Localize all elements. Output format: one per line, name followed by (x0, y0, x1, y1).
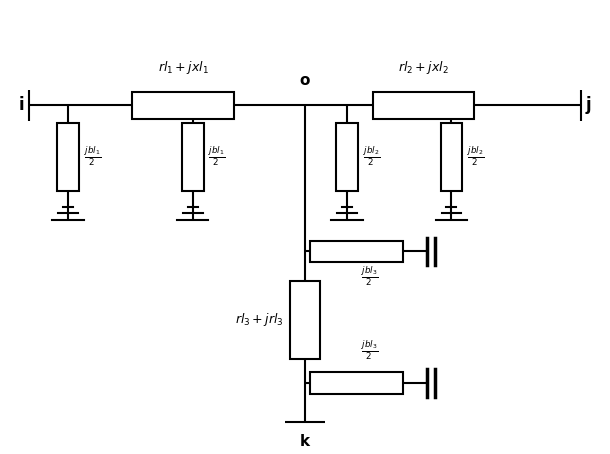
Text: $\frac{jbl_1}{2}$: $\frac{jbl_1}{2}$ (209, 145, 226, 168)
Text: j: j (586, 96, 592, 114)
Text: $\frac{jbl_2}{2}$: $\frac{jbl_2}{2}$ (467, 145, 484, 168)
Text: k: k (300, 434, 310, 449)
Bar (182, 123, 204, 191)
Text: $rl_1 + jxl_1$: $rl_1 + jxl_1$ (157, 59, 209, 76)
Text: i: i (18, 96, 24, 114)
Bar (132, 92, 234, 119)
Text: $rl_3 + jrl_3$: $rl_3 + jrl_3$ (235, 311, 284, 328)
Bar (310, 372, 403, 394)
Text: $\frac{jbl_3}{2}$: $\frac{jbl_3}{2}$ (361, 265, 379, 288)
Bar (440, 123, 462, 191)
Text: $\frac{jbl_1}{2}$: $\frac{jbl_1}{2}$ (84, 145, 101, 168)
Bar (290, 281, 320, 359)
Text: $\frac{jbl_2}{2}$: $\frac{jbl_2}{2}$ (362, 145, 380, 168)
Bar (373, 92, 474, 119)
Bar (57, 123, 79, 191)
Bar (336, 123, 357, 191)
Text: $rl_2 + jxl_2$: $rl_2 + jxl_2$ (398, 59, 449, 76)
Bar (310, 241, 403, 262)
Text: $\frac{jbl_3}{2}$: $\frac{jbl_3}{2}$ (361, 338, 379, 361)
Text: o: o (300, 73, 310, 88)
